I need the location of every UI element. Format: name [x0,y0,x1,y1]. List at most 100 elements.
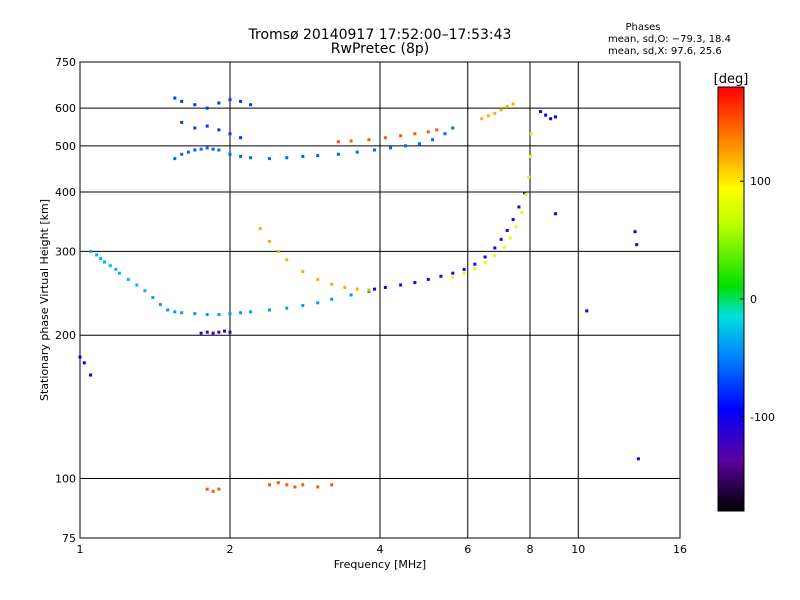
data-point [443,132,447,136]
data-point [114,267,118,271]
x-tick-label: 2 [227,543,234,556]
data-point [330,282,334,286]
data-point [483,261,487,265]
data-point [316,485,320,489]
data-point [486,114,490,118]
colorbar-tick-label: -100 [750,411,775,424]
data-point [301,483,305,487]
data-point [180,152,184,156]
data-point [502,245,506,249]
data-point [180,120,184,124]
x-tick-label: 8 [527,543,534,556]
data-point [527,175,531,179]
data-point [223,329,227,333]
data-point [285,258,289,262]
data-point [267,308,271,312]
x-tick-labels: 1 2 4 6 8 10 16 [77,543,688,556]
data-point [511,218,515,222]
data-point [217,128,221,132]
data-point [199,147,203,151]
data-point [505,228,509,232]
data-point [82,361,86,365]
data-point [239,154,243,158]
data-point [211,147,215,151]
data-point [462,267,466,271]
data-point [193,148,197,152]
data-point [413,281,417,285]
data-point [493,254,497,258]
data-point [367,288,371,292]
data-point [228,98,232,102]
data-point [239,99,243,103]
x-tick-label: 6 [464,543,471,556]
chart-subtitle: RwPretec (8p) [331,41,429,57]
grid [80,62,680,538]
data-point [126,277,130,281]
data-point [135,283,139,287]
data-point [173,157,177,161]
data-points [78,96,640,493]
data-point [143,289,147,293]
data-point [520,211,524,215]
y-tick-labels: 75 100 200 300 400 500 600 750 [55,56,76,545]
data-point [217,487,221,491]
phases-heading: Phases [625,22,660,33]
data-point [367,290,371,294]
data-point [173,96,177,100]
data-point [426,130,430,134]
data-point [211,489,215,493]
data-point [635,243,639,247]
data-point [276,249,280,253]
data-point [258,227,262,231]
data-point [633,230,637,234]
data-point [330,483,334,487]
data-point [493,246,497,250]
data-point [193,126,197,130]
data-point [267,157,271,161]
data-point [228,312,232,316]
data-point [180,311,184,315]
data-point [473,267,477,271]
data-point [413,132,417,136]
data-point [511,102,515,106]
data-point [336,152,340,156]
data-point [349,293,353,297]
data-point [316,301,320,305]
chart-title: Tromsø 20140917 17:52:00–17:53:43 [248,27,512,43]
data-point [499,108,503,112]
data-point [117,271,121,275]
y-tick-label: 75 [62,532,76,545]
data-point [108,264,112,268]
data-point [301,270,305,274]
data-point [462,271,466,275]
data-point [301,154,305,158]
data-point [186,150,190,154]
data-point [517,205,521,209]
data-point [267,239,271,243]
data-point [158,303,162,307]
x-tick-label: 10 [571,543,585,556]
data-point [267,483,271,487]
data-point [95,253,99,257]
data-point [585,309,589,313]
data-point [173,310,177,314]
data-point [205,487,209,491]
data-point [239,136,243,140]
data-point [316,154,320,158]
data-point [529,154,533,158]
y-tick-label: 400 [55,186,76,199]
data-point [228,152,232,156]
colorbar-ticks: 100 0 -100 [740,175,775,424]
data-point [205,124,209,128]
data-point [205,146,209,150]
colorbar-label: [deg] [714,72,749,87]
data-point [389,146,393,150]
data-point [451,275,455,279]
data-point [239,311,243,315]
data-point [439,274,443,278]
data-point [228,132,232,136]
data-point [285,156,289,160]
data-point [205,106,209,110]
data-point [426,277,430,281]
data-point [383,285,387,289]
